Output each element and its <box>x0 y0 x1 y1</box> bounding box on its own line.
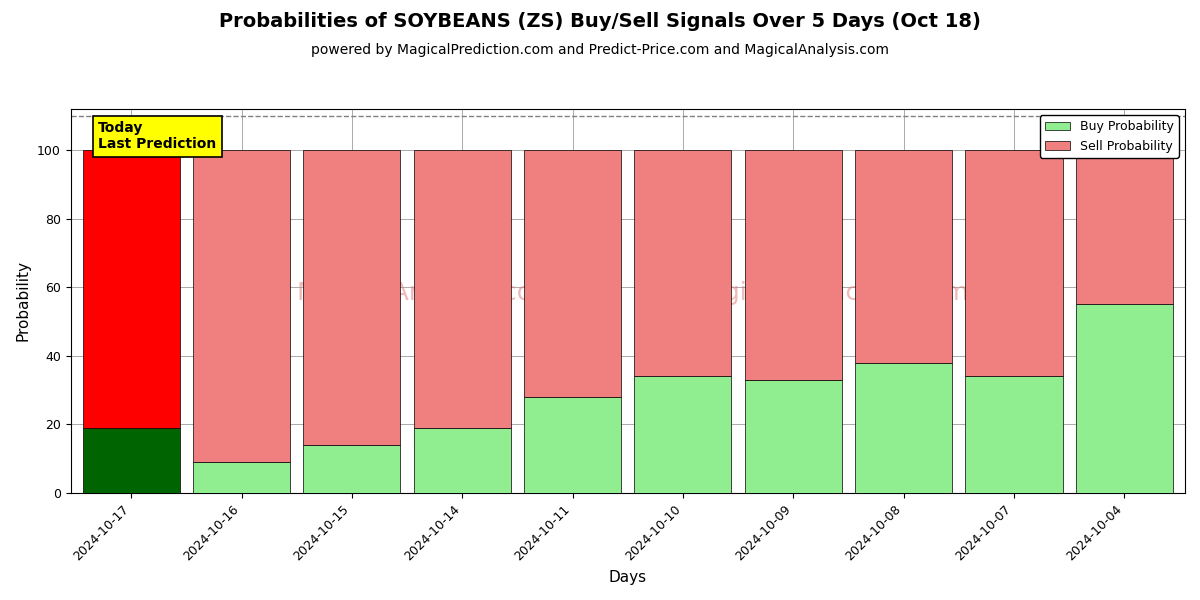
Bar <box>524 397 622 493</box>
Legend: Buy Probability, Sell Probability: Buy Probability, Sell Probability <box>1040 115 1178 158</box>
Text: MagicalPrediction.com: MagicalPrediction.com <box>688 281 970 305</box>
Bar <box>966 376 1062 493</box>
Text: Today
Last Prediction: Today Last Prediction <box>98 121 216 151</box>
Bar <box>83 428 180 493</box>
Bar <box>635 150 732 376</box>
Text: MagicalAnalysis.com: MagicalAnalysis.com <box>296 281 557 305</box>
Bar <box>414 428 511 493</box>
Bar <box>856 150 952 362</box>
Bar <box>83 150 180 428</box>
Text: Probabilities of SOYBEANS (ZS) Buy/Sell Signals Over 5 Days (Oct 18): Probabilities of SOYBEANS (ZS) Buy/Sell … <box>220 12 980 31</box>
Bar <box>304 150 401 445</box>
Bar <box>304 445 401 493</box>
Bar <box>635 376 732 493</box>
Bar <box>524 150 622 397</box>
Bar <box>193 150 290 462</box>
Bar <box>1075 150 1172 304</box>
Bar <box>745 380 842 493</box>
Bar <box>966 150 1062 376</box>
Bar <box>856 362 952 493</box>
Bar <box>193 462 290 493</box>
Bar <box>1075 304 1172 493</box>
Y-axis label: Probability: Probability <box>16 260 30 341</box>
Bar <box>745 150 842 380</box>
Text: powered by MagicalPrediction.com and Predict-Price.com and MagicalAnalysis.com: powered by MagicalPrediction.com and Pre… <box>311 43 889 57</box>
X-axis label: Days: Days <box>608 570 647 585</box>
Bar <box>414 150 511 428</box>
